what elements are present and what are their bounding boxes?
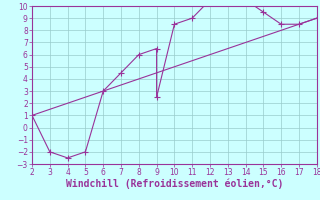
- X-axis label: Windchill (Refroidissement éolien,°C): Windchill (Refroidissement éolien,°C): [66, 179, 283, 189]
